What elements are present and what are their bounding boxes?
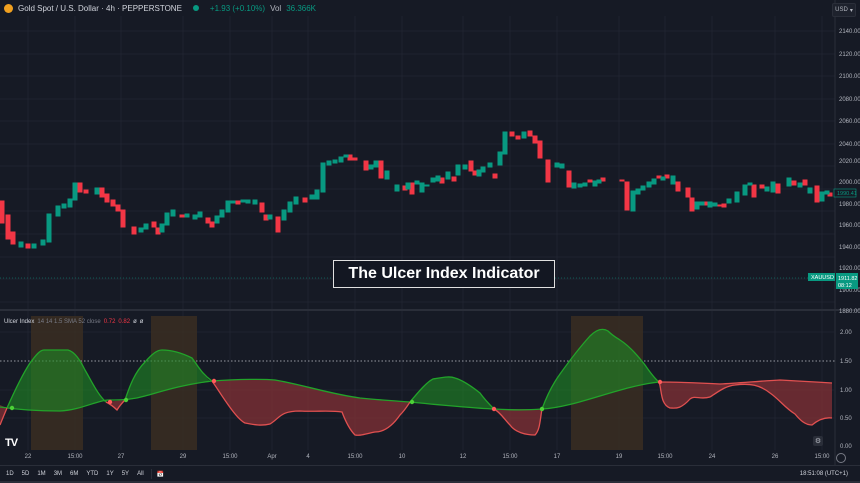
svg-text:2020.00: 2020.00 [839,159,860,165]
axis-settings-icon[interactable] [836,453,846,463]
range-3m[interactable]: 3M [53,471,63,477]
indicator-fill-up [7,329,659,411]
volume-value: 36.366K [286,3,317,13]
footer-strip [0,481,860,483]
price-change: +1.93 (+0.10%) [209,3,266,13]
clock-timezone[interactable]: 18:51:08 (UTC+1) [799,471,848,477]
last-price-box [833,188,857,198]
svg-text:2060.00: 2060.00 [839,119,860,125]
svg-text:2140.00: 2140.00 [839,29,860,35]
indicator-axis[interactable]: 2.00 1.50 1.00 0.50 0.00 [840,330,852,450]
range-ytd[interactable]: YTD [86,471,99,477]
ulcer-line [493,408,543,436]
range-1m[interactable]: 1M [37,471,46,477]
indicator-value-1: 0.72 [103,319,116,325]
ulcer-line [409,376,495,410]
svg-text:2120.00: 2120.00 [839,52,860,58]
time-axis[interactable]: 22 15:00 27 29 15:00 Apr 4 15:00 10 12 1… [24,454,830,460]
currency-select[interactable]: USD ▾ [832,3,856,17]
chevron-down-icon: ▾ [849,7,853,14]
volume-label: Vol [270,3,282,13]
indicator-grid [0,331,835,419]
symbol-header[interactable]: Gold Spot / U.S. Dollar · 4h · PEPPERSTO… [0,0,316,16]
sma-line-down [658,379,833,385]
svg-text:08:12: 08:12 [838,283,852,289]
indicator-na-2: ø [139,319,144,325]
svg-text:2000.00: 2000.00 [839,180,860,186]
svg-text:1911.82: 1911.82 [838,276,857,282]
bottom-toolbar: 1D 5D 1M 3M 6M YTD 1Y 5Y All 📅 18:51:08 … [0,465,860,482]
pane-settings-button[interactable]: ⚙ [813,436,823,446]
svg-text:2040.00: 2040.00 [839,142,860,148]
range-5y[interactable]: 5Y [121,471,130,477]
svg-text:1880.00: 1880.00 [839,309,860,315]
svg-text:1960.00: 1960.00 [839,223,860,229]
highlight-zones [31,316,643,450]
indicator-value-2: 0.82 [118,319,131,325]
ulcer-line [541,328,660,410]
symbol-title[interactable]: Gold Spot / U.S. Dollar · 4h · PEPPERSTO… [18,3,182,13]
cross-markers [9,378,663,412]
indicator-params: 14 14 1.5 SMA 52 close [37,319,101,325]
indicator-name[interactable]: Ulcer Index [4,319,35,325]
ulcer-line [0,407,8,426]
gear-icon: ⚙ [814,438,822,445]
svg-text:0.50: 0.50 [840,416,852,422]
symbol-tag [808,273,835,281]
overlay-title: The Ulcer Index Indicator [333,260,555,288]
range-all[interactable]: All [137,471,144,477]
range-1d[interactable]: 1D [6,471,14,477]
gold-symbol-icon [4,3,13,13]
current-price-tag [836,273,858,289]
ulcer-line [6,349,107,409]
range-6m[interactable]: 6M [70,471,79,477]
svg-text:1.00: 1.00 [840,388,852,394]
ulcer-line [211,380,411,436]
svg-text:2080.00: 2080.00 [839,97,860,103]
svg-text:1.50: 1.50 [840,359,852,365]
candlesticks [0,130,833,249]
svg-text:2100.00: 2100.00 [839,74,860,80]
date-range-icon[interactable]: 📅 [156,471,165,478]
svg-text:2.00: 2.00 [840,330,852,336]
divider [150,469,152,479]
indicator-na-1: ø [133,319,137,325]
svg-text:1940.00: 1940.00 [839,245,860,251]
range-1y[interactable]: 1Y [106,471,114,477]
ulcer-line [658,381,833,426]
svg-text:1900.00: 1900.00 [839,288,860,294]
range-5d[interactable]: 5D [21,471,30,477]
last-price-value: 1990.41 [837,191,857,197]
tradingview-logo-icon[interactable]: TV [5,437,18,449]
indicator-fill-down [0,379,832,436]
indicator-legend[interactable]: Ulcer Index 14 14 1.5 SMA 52 close 0.72 … [4,319,143,325]
svg-text:XAUUSD: XAUUSD [811,275,834,281]
svg-text:1980.00: 1980.00 [839,202,860,208]
price-axis[interactable]: 2140.00 2120.00 2100.00 2080.00 2060.00 … [839,29,860,315]
ulcer-line [124,349,213,401]
svg-text:1920.00: 1920.00 [839,266,860,272]
market-open-icon [192,5,199,11]
svg-text:0.00: 0.00 [840,444,852,450]
